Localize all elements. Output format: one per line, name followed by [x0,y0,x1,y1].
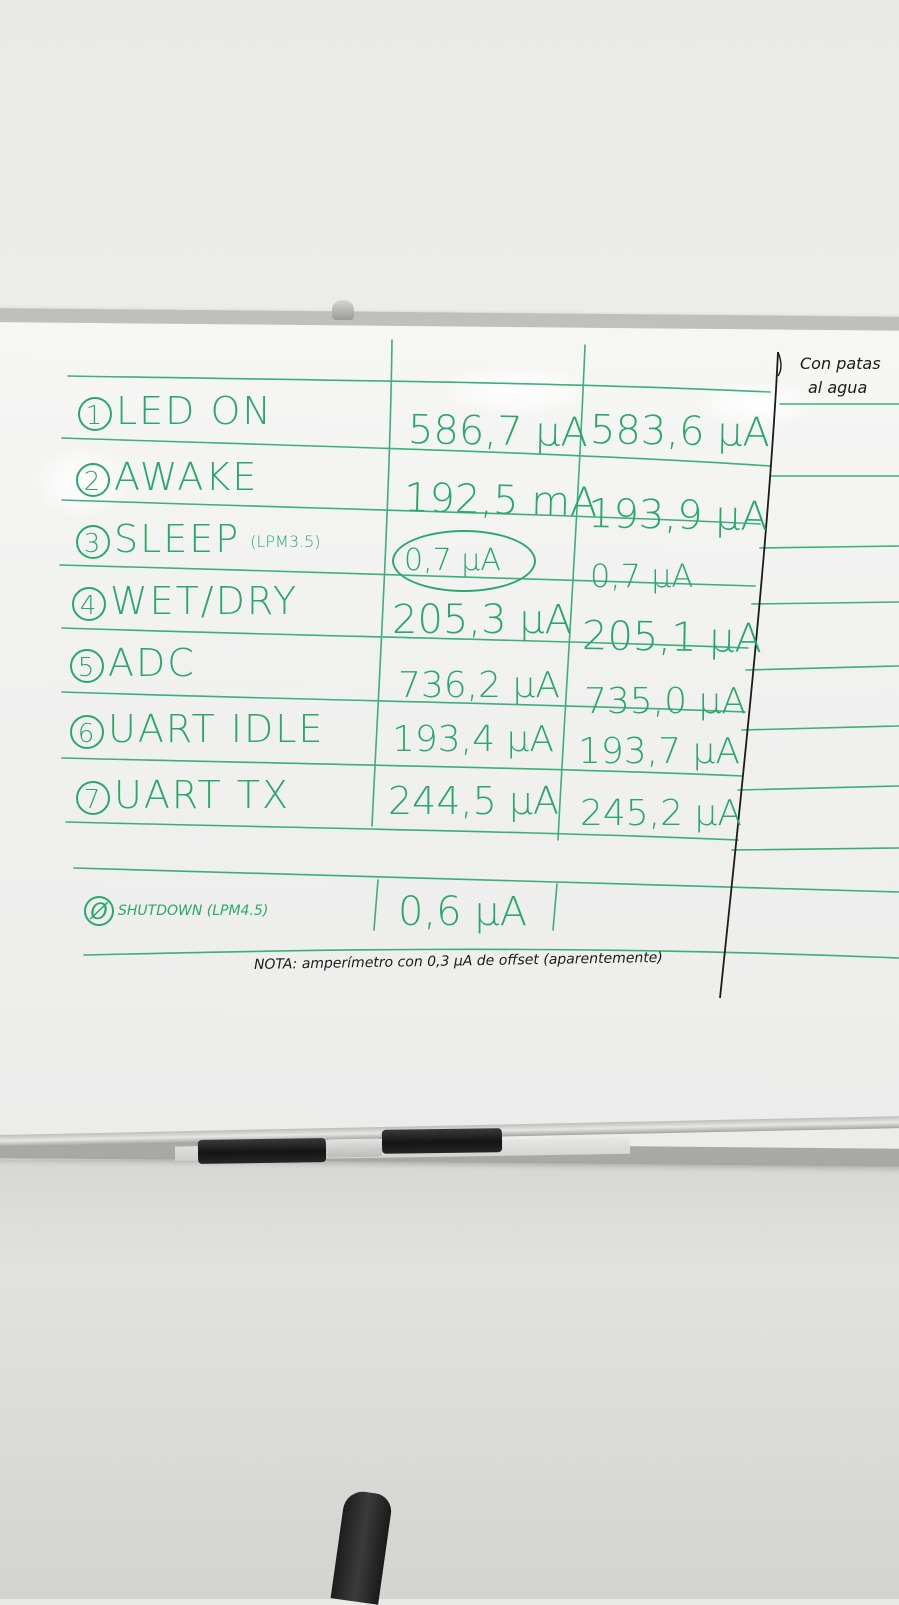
side-header-line1: Con patas [800,354,881,373]
side-header-line2: al agua [808,378,868,397]
row-label-text: SHUTDOWN (LPM4.5) [118,903,269,919]
row-7-label: 7 UART TX [76,776,290,815]
eraser [381,1128,503,1154]
row-label-text: UART IDLE [108,707,325,751]
row-5-value-2: 735,0 μA [584,681,747,722]
row-label-text: UART TX [114,773,290,817]
row-2-label: 2 AWAKE [76,458,258,497]
row-label-text: WET/DRY [110,579,299,623]
row-5-value-1: 736,2 μA [398,665,561,706]
row-number-badge: 4 [72,586,106,621]
row-3-label: 3 SLEEP (LPM3.5) [76,520,321,559]
board-hook [332,300,354,320]
row-2-value-1: 192,5 mA [403,475,599,527]
row-3-value-1: 0,7 μA [404,543,501,578]
row-number-badge: 6 [70,714,104,749]
row-3-value-2: 0,7 μA [590,557,694,595]
row-number-badge: 3 [76,524,110,559]
row-1-value-1: 586,7 μA [407,407,589,457]
eraser [197,1138,327,1164]
row-2-value-2: 193,9 μA [587,491,769,541]
row-4-value-2: 205,1 μA [581,613,763,663]
circled-value-highlight [392,530,536,592]
row-4-label: 4 WET/DRY [72,582,298,621]
row-6-value-2: 193,7 μA [578,731,741,772]
row-1-value-2: 583,6 μA [589,407,771,457]
row-label-text: SLEEP [114,517,241,561]
row-label-text: ADC [108,641,196,685]
row-5-label: 5 ADC [70,644,196,683]
row-3-sublabel: (LPM3.5) [250,531,321,551]
eraser-holder [325,1138,383,1158]
row-number-badge: 7 [76,780,110,815]
row-label-text: AWAKE [114,455,259,499]
row-6-label: 6 UART IDLE [70,710,324,749]
row-number-badge: Ø [84,896,114,926]
shutdown-value: 0,6 μA [398,889,528,935]
row-number-badge: 5 [70,648,104,683]
shutdown-label: Ø SHUTDOWN (LPM4.5) [84,896,268,926]
row-label-text: LED ON [116,389,273,433]
row-4-value-1: 205,3 μA [392,597,573,643]
row-6-value-1: 193,4 μA [392,719,555,760]
row-1-label: 1 LED ON [78,392,273,431]
row-number-badge: 1 [78,396,112,431]
wall-shadow [0,1160,899,1599]
row-number-badge: 2 [76,462,110,497]
row-7-value-1: 244,5 μA [388,779,560,823]
marker-tray [0,1116,899,1165]
row-7-value-2: 245,2 μA [580,793,743,834]
